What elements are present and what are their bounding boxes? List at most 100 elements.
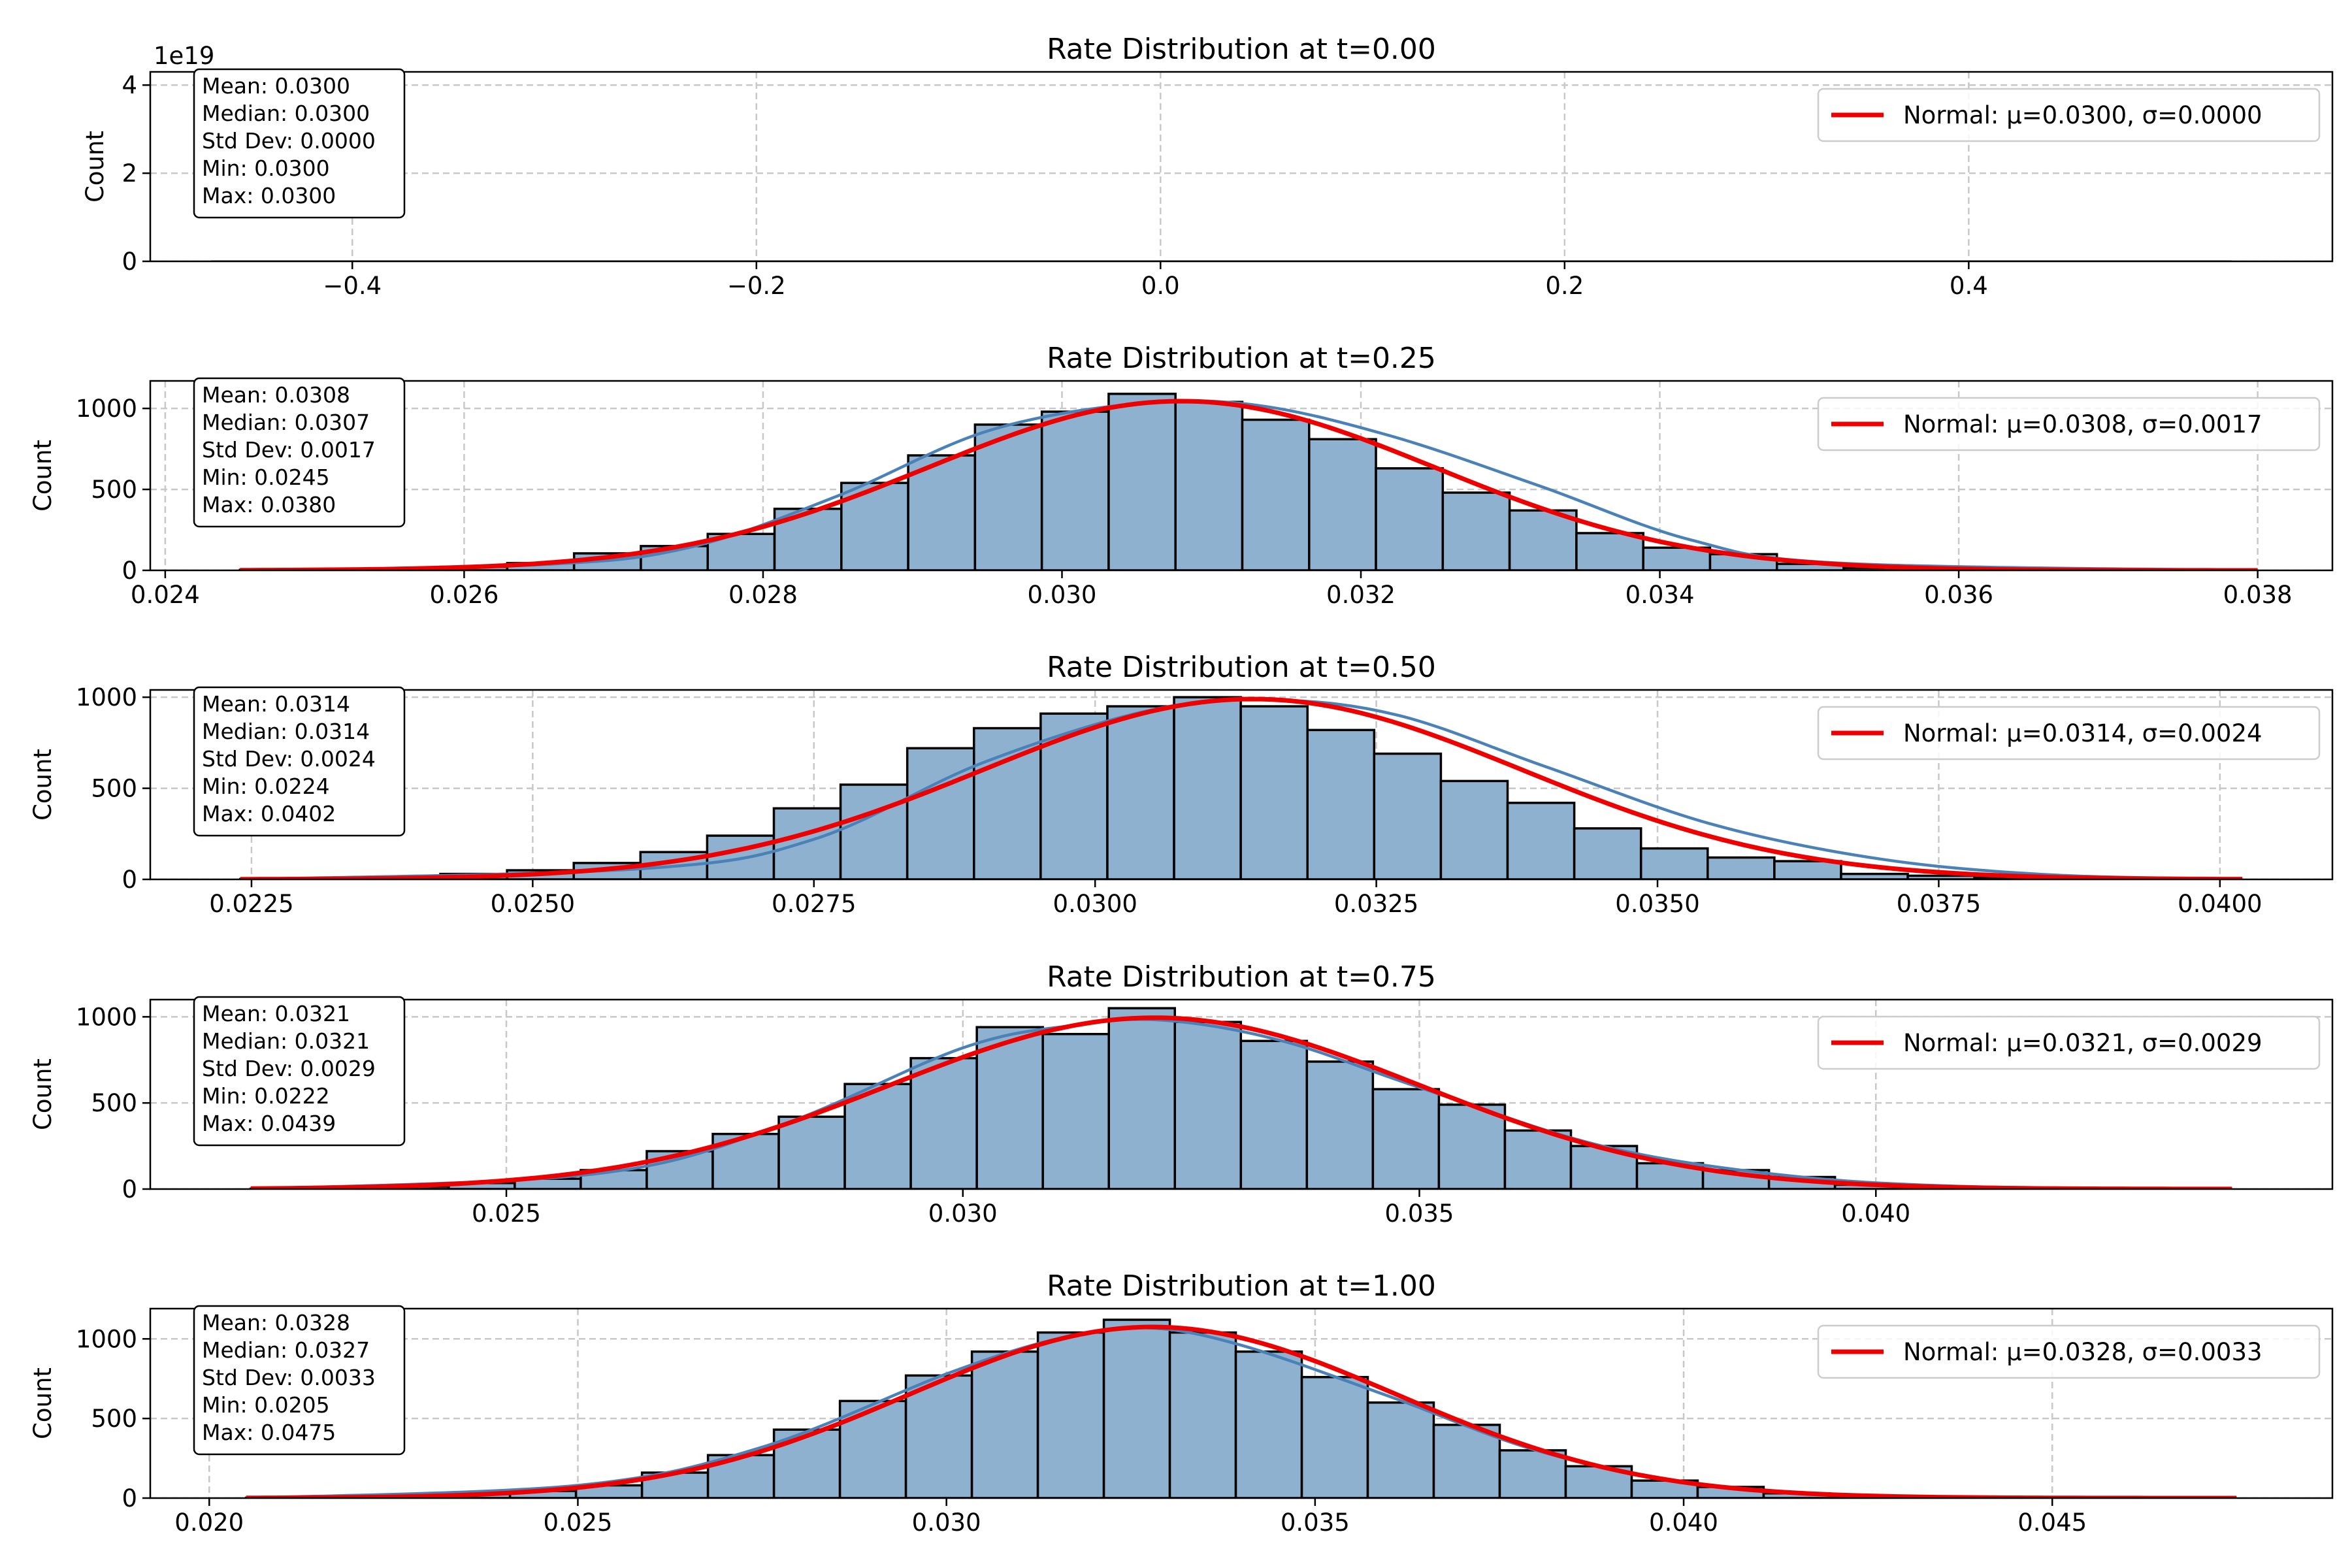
histogram-bar — [973, 423, 1043, 570]
x-tick-label: 0.0350 — [1615, 890, 1699, 918]
x-tick-label: 0.2 — [1545, 272, 1584, 300]
x-tick-label: 0.026 — [429, 581, 498, 609]
histogram-bar — [909, 1056, 978, 1189]
legend-frame — [1817, 88, 2321, 142]
x-tick-label: 0.030 — [912, 1509, 981, 1537]
y-axis-label: Count — [29, 749, 57, 821]
stats-line: Std Dev: 0.0024 — [202, 746, 376, 772]
stats-line: Min: 0.0205 — [202, 1392, 330, 1418]
histogram-bar — [1371, 1088, 1441, 1189]
axes-frame — [149, 71, 2334, 263]
histogram-bar — [1375, 467, 1445, 570]
normal-fit-line — [240, 696, 2243, 879]
histogram-bar — [1506, 802, 1576, 879]
x-tick-label: 0.020 — [174, 1509, 244, 1537]
kde-line — [250, 1017, 2232, 1189]
histogram-bar — [1573, 827, 1642, 879]
histogram-bar — [1040, 410, 1110, 570]
y-tick-label: 4 — [122, 71, 137, 99]
histogram-bar — [1508, 509, 1578, 570]
histogram-bar — [1441, 491, 1511, 570]
legend-label: Normal: μ=0.0314, σ=0.0024 — [1903, 719, 2262, 747]
stats-box-frame — [193, 1305, 406, 1456]
x-tick-label: 0.0400 — [2178, 890, 2262, 918]
legend-frame — [1817, 397, 2321, 451]
y-tick-label: 1000 — [76, 683, 137, 711]
histogram-bar — [1575, 532, 1644, 570]
stats-line: Median: 0.0300 — [202, 101, 370, 126]
stats-line: Std Dev: 0.0000 — [202, 128, 376, 154]
histogram-bar — [1503, 1129, 1573, 1189]
histogram-bar — [970, 1350, 1039, 1498]
stats-line: Median: 0.0321 — [202, 1028, 370, 1054]
x-tick-label: 0.035 — [1281, 1509, 1350, 1537]
stats-box-frame — [193, 996, 406, 1147]
legend: Normal: μ=0.0308, σ=0.0017 — [1817, 397, 2321, 451]
y-tick-label: 0 — [122, 866, 137, 894]
y-tick-label: 500 — [91, 775, 137, 803]
axes-frame — [149, 998, 2334, 1190]
y-axis-label: Count — [29, 1058, 57, 1130]
stats-line: Mean: 0.0321 — [202, 1001, 350, 1026]
axes-frame — [149, 689, 2334, 881]
chart-title: Rate Distribution at t=0.25 — [1047, 342, 1436, 375]
histogram-bar — [1036, 1331, 1105, 1498]
x-tick-label: 0.038 — [2223, 581, 2293, 609]
y-tick-label: 500 — [91, 1089, 137, 1117]
stats-line: Max: 0.0380 — [202, 492, 336, 517]
x-tick-label: 0.0225 — [209, 890, 293, 918]
normal-fit-line — [250, 1015, 2232, 1189]
histogram-bar — [1300, 1376, 1369, 1498]
normal-fit-line — [240, 399, 2258, 570]
histogram-bar — [1173, 696, 1242, 879]
x-tick-label: 0.035 — [1385, 1200, 1454, 1228]
x-tick-label: 0.045 — [2017, 1509, 2087, 1537]
stats-line: Mean: 0.0314 — [202, 691, 350, 717]
x-tick-label: 0.0325 — [1334, 890, 1418, 918]
plot-area — [238, 696, 2243, 879]
stats-line: Mean: 0.0328 — [202, 1310, 350, 1335]
histogram-bar — [1234, 1350, 1303, 1498]
stats-line: Mean: 0.0300 — [202, 73, 350, 99]
x-tick-label: 0.032 — [1326, 581, 1396, 609]
histogram-bar — [772, 807, 842, 879]
legend-label: Normal: μ=0.0300, σ=0.0000 — [1903, 101, 2262, 129]
x-tick-label: 0.025 — [472, 1200, 541, 1228]
subplot-3: 0.0225 0.0250 0.0275 0.0300 0.0325 0.0350 0.03… — [29, 651, 2334, 918]
y-axis-label: Count — [29, 1367, 57, 1439]
stats-box-frame — [193, 377, 406, 528]
chart-title: Rate Distribution at t=0.50 — [1047, 651, 1436, 684]
histogram-bar — [1498, 1449, 1567, 1498]
x-tick-label: −0.2 — [727, 272, 786, 300]
histogram-bar — [1366, 1401, 1435, 1498]
histogram-bar — [1168, 1331, 1237, 1498]
stats-line: Median: 0.0307 — [202, 410, 370, 435]
histogram-bar — [1107, 393, 1177, 570]
legend: Normal: μ=0.0300, σ=0.0000 — [1817, 88, 2321, 142]
stats-box-frame — [193, 68, 406, 219]
histogram-bar — [906, 747, 975, 879]
histogram-bar — [1437, 1103, 1507, 1189]
histogram-bar — [1305, 1060, 1375, 1189]
y-tick-label: 0 — [122, 557, 137, 585]
stats-line: Max: 0.0475 — [202, 1420, 336, 1445]
stats-box-frame — [193, 686, 406, 837]
legend: Normal: μ=0.0321, σ=0.0029 — [1817, 1015, 2321, 1070]
histogram-bar — [1639, 847, 1709, 879]
histogram-bar — [904, 1374, 973, 1498]
y-axis-label: Count — [81, 131, 109, 203]
histogram-bar — [1373, 752, 1443, 879]
stats-line: Median: 0.0314 — [202, 719, 370, 744]
stats-line: Max: 0.0439 — [202, 1111, 336, 1136]
stats-line: Mean: 0.0308 — [202, 382, 350, 408]
histogram-bar — [1707, 856, 1776, 879]
histogram-bar — [1173, 1021, 1243, 1189]
y-axis-label: Count — [29, 440, 57, 512]
axes-frame — [149, 1307, 2334, 1499]
stats-line: Min: 0.0224 — [202, 774, 330, 799]
legend-label: Normal: μ=0.0308, σ=0.0017 — [1903, 410, 2262, 438]
